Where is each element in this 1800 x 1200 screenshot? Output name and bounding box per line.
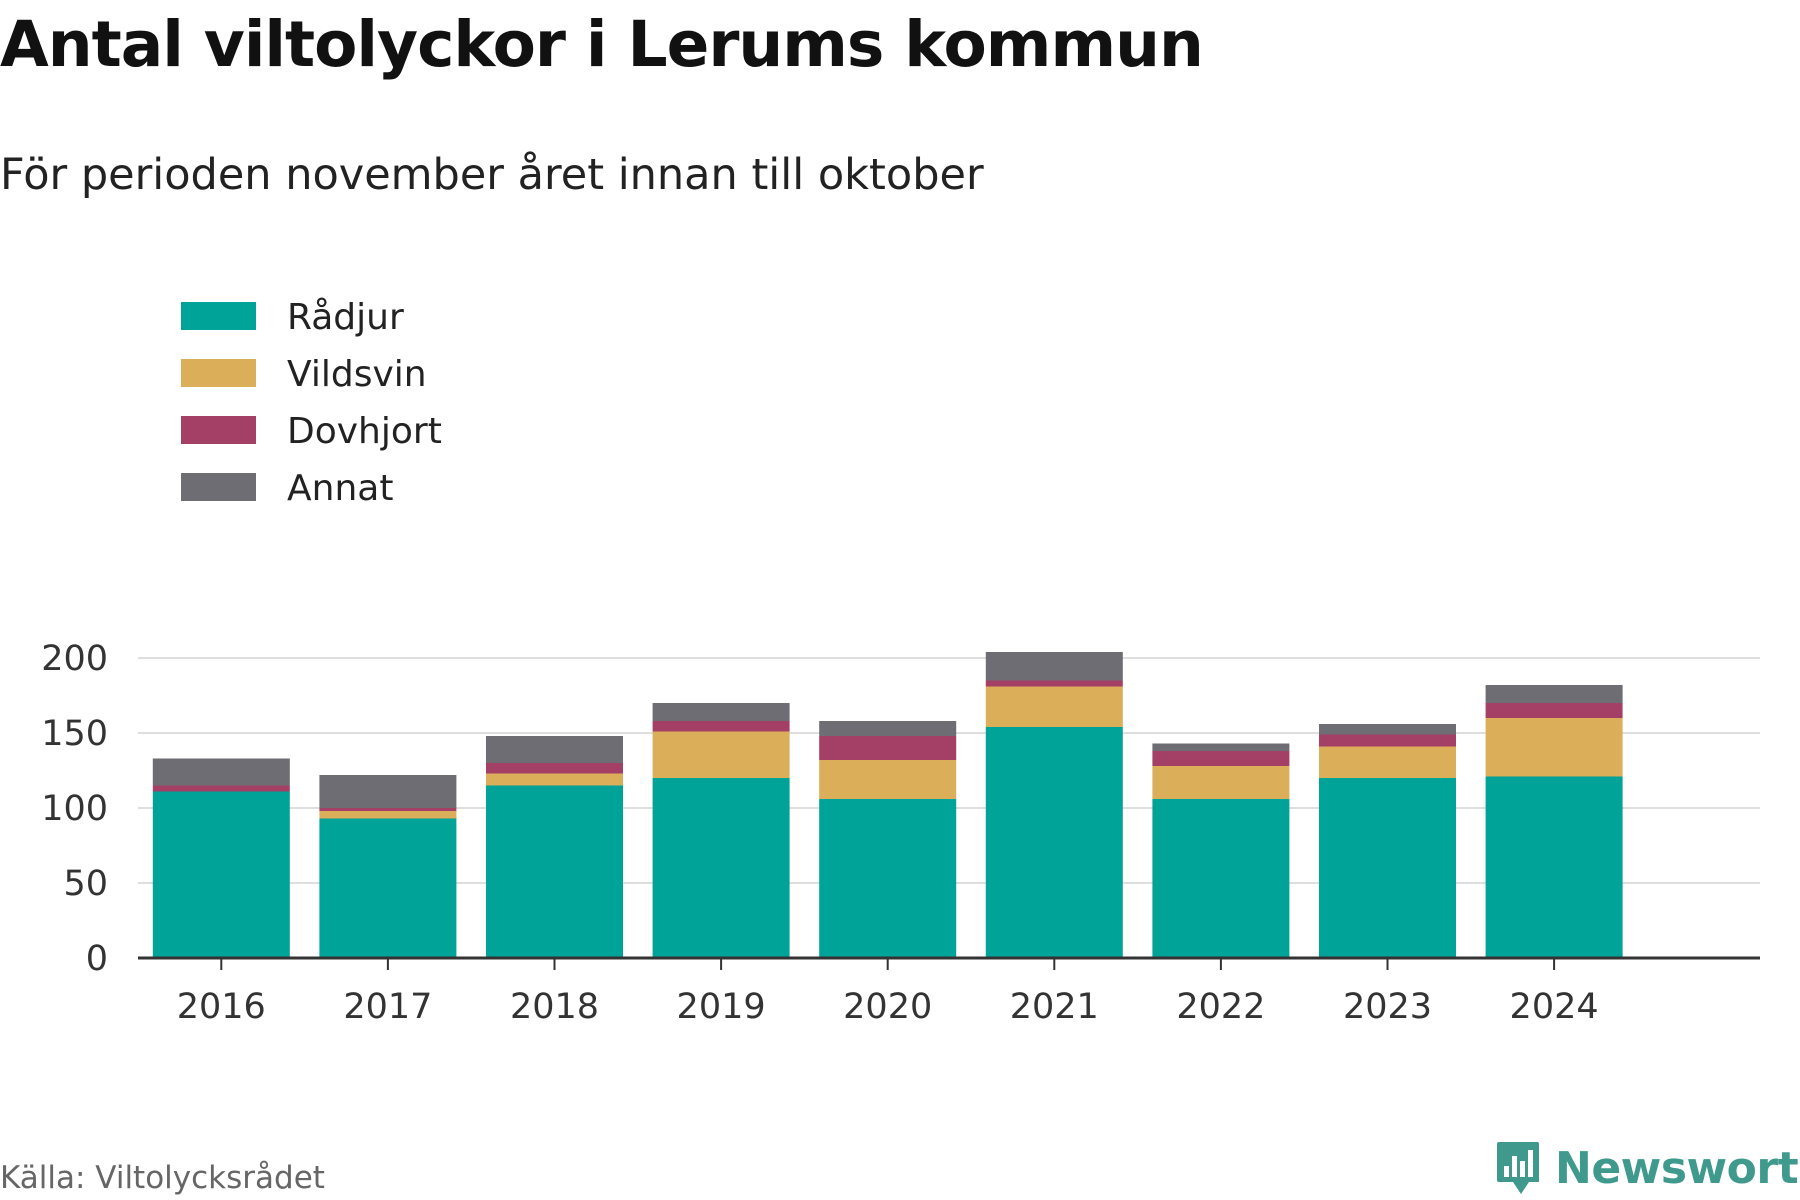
legend-label-vildsvin: Vildsvin: [287, 354, 427, 395]
y-tick-label: 50: [63, 864, 108, 904]
axes: 0 50 100 150 200 2016 2017 2018 2019 2020 2021 2022…: [41, 639, 1760, 1027]
bar-vildsvin-2024[interactable]: [1485, 718, 1623, 777]
bar-annat-2018[interactable]: [486, 736, 623, 763]
bar-annat-2022[interactable]: [1152, 743, 1290, 752]
bar-dovhjort-2017[interactable]: [319, 808, 457, 811]
bar-vildsvin-2021[interactable]: [985, 686, 1123, 728]
bar-annat-2020[interactable]: [819, 721, 957, 736]
bar-vildsvin-2022[interactable]: [1152, 766, 1290, 799]
x-tick-label: 2018: [510, 987, 599, 1027]
bar-annat-2016[interactable]: [152, 758, 290, 786]
legend-label-dovhjort: Dovhjort: [287, 411, 442, 452]
bar-annat-2017[interactable]: [319, 775, 457, 808]
bar-annat-2023[interactable]: [1319, 724, 1456, 735]
x-tick-label: 2021: [1010, 987, 1099, 1027]
bars: [152, 652, 1623, 959]
bar-rådjur-2018[interactable]: [486, 785, 623, 959]
x-tick-label: 2023: [1343, 987, 1432, 1027]
legend-swatch-dovhjort: [181, 416, 256, 444]
legend-label-annat: Annat: [287, 468, 393, 509]
bar-dovhjort-2020[interactable]: [819, 736, 957, 760]
stacked-bar-chart: 0 50 100 150 200 2016 2017 2018 2019 2020 2021 2022…: [41, 290, 1760, 1027]
bar-vildsvin-2017[interactable]: [319, 811, 457, 819]
bar-annat-2021[interactable]: [985, 652, 1123, 681]
x-tick-label: 2020: [843, 987, 932, 1027]
bar-dovhjort-2018[interactable]: [486, 763, 623, 774]
bar-rådjur-2022[interactable]: [1152, 799, 1290, 958]
bar-rådjur-2020[interactable]: [819, 799, 957, 958]
x-tick-label: 2024: [1510, 987, 1599, 1027]
x-tick-label: 2019: [677, 987, 766, 1027]
x-tick-label: 2022: [1176, 987, 1265, 1027]
legend-swatch-annat: [181, 473, 256, 501]
legend: Rådjur Vildsvin Dovhjort Annat: [166, 290, 466, 509]
bar-rådjur-2021[interactable]: [985, 727, 1123, 958]
source-note: Källa: Viltolycksrådet: [0, 1160, 325, 1196]
bar-dovhjort-2023[interactable]: [1319, 734, 1456, 747]
bar-rådjur-2017[interactable]: [319, 818, 457, 959]
brand[interactable]: Newsworthy: [1495, 1140, 1800, 1196]
bar-dovhjort-2019[interactable]: [652, 721, 790, 732]
x-tick-label: 2017: [343, 987, 432, 1027]
bar-rådjur-2019[interactable]: [652, 778, 790, 958]
bar-vildsvin-2023[interactable]: [1319, 746, 1456, 779]
bar-rådjur-2024[interactable]: [1485, 776, 1623, 959]
legend-swatch-vildsvin: [181, 359, 256, 387]
bar-dovhjort-2016[interactable]: [152, 785, 290, 792]
y-tick-label: 200: [41, 639, 108, 679]
bar-annat-2019[interactable]: [652, 703, 790, 721]
bar-rådjur-2016[interactable]: [152, 791, 290, 959]
bar-dovhjort-2022[interactable]: [1152, 751, 1290, 766]
bar-vildsvin-2020[interactable]: [819, 760, 957, 799]
y-tick-label: 150: [41, 714, 108, 754]
brand-name: Newsworthy: [1555, 1142, 1800, 1194]
bar-dovhjort-2024[interactable]: [1485, 703, 1623, 718]
bar-annat-2024[interactable]: [1485, 685, 1623, 703]
legend-swatch-rådjur: [181, 302, 256, 330]
bar-rådjur-2023[interactable]: [1319, 778, 1456, 958]
bar-dovhjort-2021[interactable]: [985, 680, 1123, 687]
newsworthy-logo-icon: [1497, 1142, 1539, 1194]
x-tick-label: 2016: [177, 987, 266, 1027]
y-tick-label: 100: [41, 789, 108, 829]
legend-label-rådjur: Rådjur: [287, 297, 404, 338]
bar-vildsvin-2018[interactable]: [486, 773, 623, 786]
y-tick-label: 0: [86, 939, 108, 979]
chart-title: Antal viltolyckor i Lerums kommun: [0, 8, 1204, 81]
chart-subtitle: För perioden november året innan till ok…: [0, 150, 984, 200]
bar-vildsvin-2019[interactable]: [652, 731, 790, 779]
